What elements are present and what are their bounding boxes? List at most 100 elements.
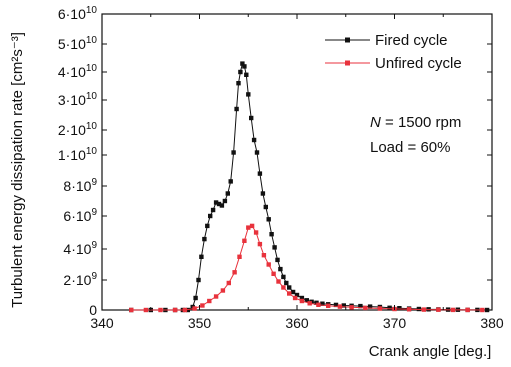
data-point [341,303,346,308]
y-tick-base: 5·10 [58,36,86,52]
data-point [199,254,204,259]
data-point [276,279,281,284]
annotation-rest: = 1500 rpm [381,114,461,131]
data-point [261,253,267,258]
data-point [406,307,412,312]
y-tick-exponent: 10 [86,91,98,102]
data-point [200,303,205,308]
y-tick-exponent: 10 [86,146,98,157]
data-point [207,298,212,304]
legend-marker [345,60,350,66]
data-point [287,291,292,296]
data-point [251,137,257,143]
data-point [231,150,236,155]
series-line [131,62,488,311]
data-point [299,295,305,301]
data-point [232,270,237,275]
data-point [367,304,373,309]
data-point [307,301,312,306]
data-point [299,298,305,304]
data-point [242,64,247,69]
data-point [226,280,231,286]
data-point [225,191,230,196]
series-fired [129,61,490,313]
y-tick-exponent: 10 [86,121,98,132]
data-point [450,307,456,313]
data-point [238,69,243,75]
data-point [196,277,201,283]
data-point [377,306,383,311]
data-point [242,238,247,243]
data-point [275,257,280,263]
data-point [257,241,263,247]
data-point [202,236,207,242]
legend-label: Fired cycle [375,32,448,49]
y-tick-base: 4·10 [58,64,86,80]
y-tick-base: 4·10 [63,241,91,257]
y-tick-exponent: 10 [86,5,98,16]
data-point [436,307,441,312]
data-point [358,303,363,309]
data-point [397,306,402,311]
y-tick-label: 0 [89,302,97,318]
y-tick-exponent: 10 [86,63,98,74]
data-point [158,307,163,313]
y-tick-base: 0 [89,302,97,318]
x-tick-label: 370 [383,315,407,331]
data-point [480,307,485,313]
data-point [213,200,219,205]
data-point [326,303,331,308]
data-point [292,295,298,301]
y-tick-base: 6·10 [63,208,91,224]
y-tick-label: 6·1010 [58,5,98,22]
data-point [228,179,233,184]
data-point [337,304,343,309]
y-tick-label: 2·109 [63,271,97,288]
annotation-italic: N [370,114,381,131]
data-point [269,232,274,237]
data-point [304,298,309,303]
data-point [266,217,271,222]
x-tick-label: 340 [90,315,114,331]
data-point [216,201,222,207]
y-tick-label: 2·1010 [58,121,98,138]
data-point [236,81,241,86]
data-point [257,171,263,176]
data-point [249,223,255,229]
data-point [193,295,198,301]
legend-label: Unfired cycle [375,55,462,72]
data-point [208,213,213,219]
y-tick-base: 8·10 [63,178,91,194]
data-point [219,203,225,208]
axes-group: 340 350 360 370 38002·1094·1096·1098·1091·10… [9,5,504,360]
y-tick-label: 4·109 [63,240,97,257]
data-point [220,288,226,293]
y-tick-label: 4·1010 [58,63,98,80]
y-tick-base: 6·10 [58,6,86,22]
x-tick-label: 380 [480,315,504,331]
data-point [246,92,251,97]
data-point [205,223,210,229]
y-tick-exponent: 9 [91,207,97,218]
y-tick-base: 2·10 [58,122,86,138]
y-tick-exponent: 9 [91,240,97,251]
annotation-text: Load = 60% [370,139,451,156]
data-point [266,262,271,267]
data-point [254,150,260,155]
data-point [172,307,178,313]
data-point [192,306,197,311]
data-point [281,285,286,290]
data-point [281,274,286,280]
data-point [222,198,228,204]
y-tick-label: 6·109 [63,207,97,224]
legend-marker [345,37,350,43]
data-point [349,305,354,310]
y-tick-base: 3·10 [58,92,86,108]
data-point [244,72,249,77]
y-axis-title: Turbulent energy dissipation rate [cm²s⁻… [9,32,26,308]
series-line [131,225,483,311]
x-axis-title: Crank angle [deg.] [369,343,492,360]
data-point [290,289,296,295]
data-point [260,191,266,196]
